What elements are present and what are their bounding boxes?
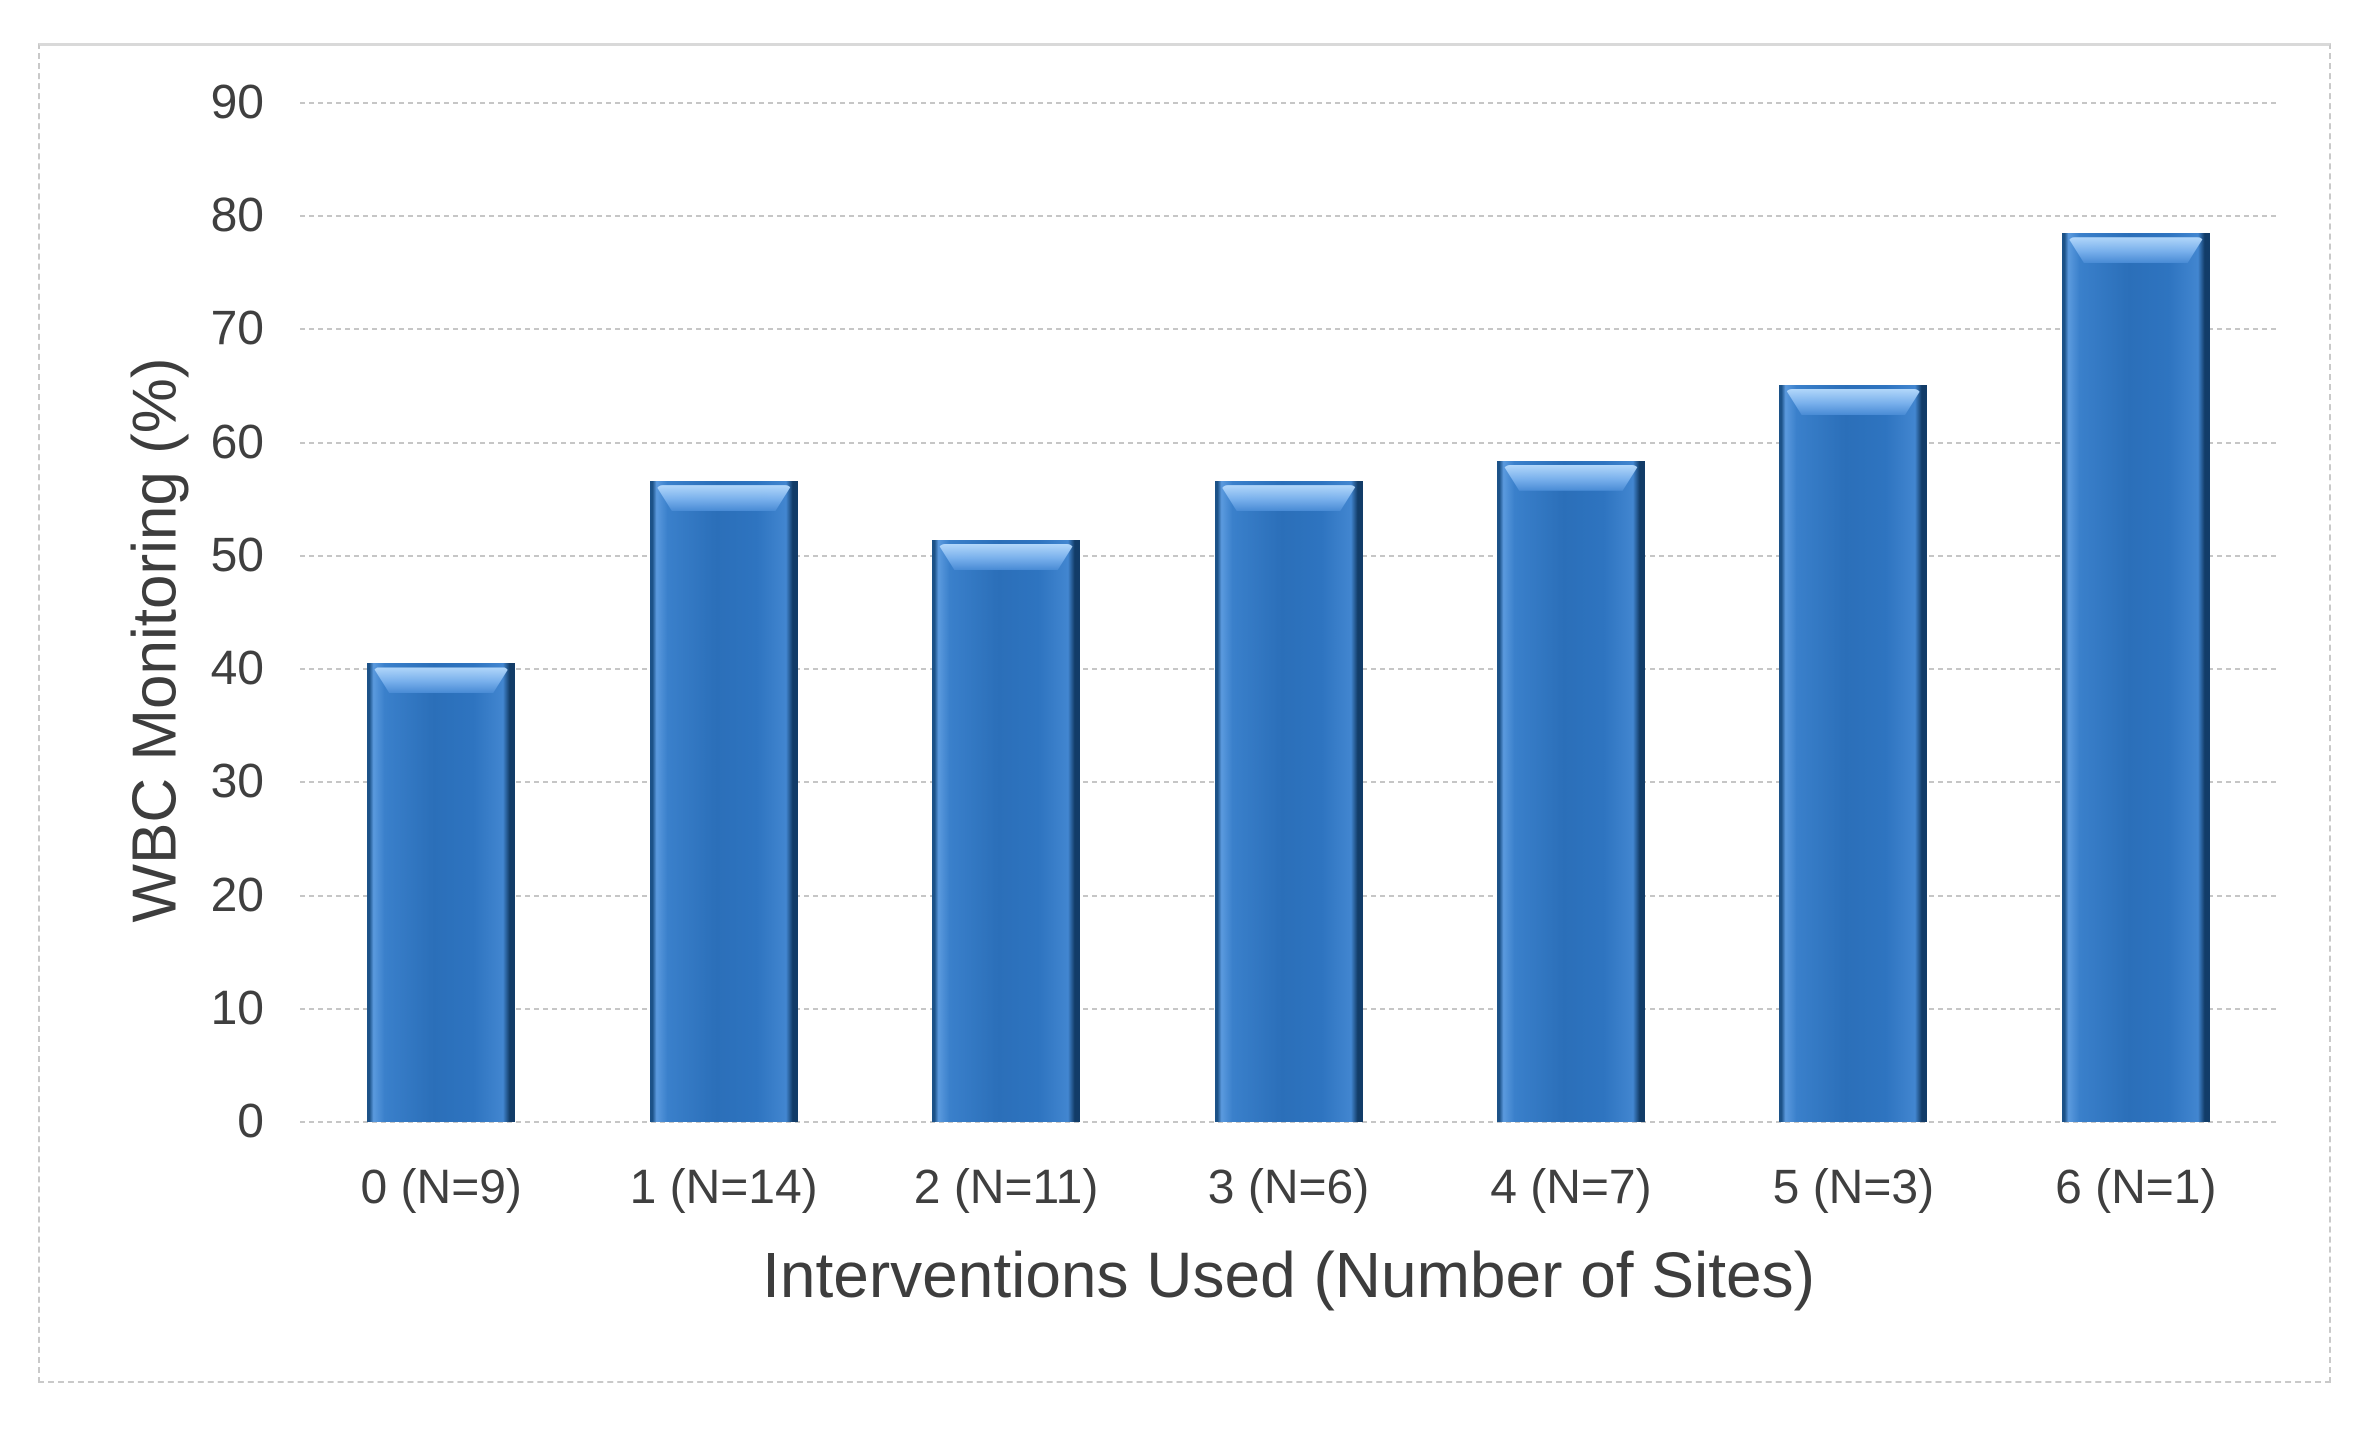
x-tick-label-1: 1 (N=14) <box>629 1161 818 1214</box>
bar-gloss-6 <box>2067 237 2204 264</box>
bar-gloss-2 <box>938 544 1075 571</box>
bar-gloss-3 <box>1220 485 1357 512</box>
y-tick-label-80: 80 <box>210 189 264 243</box>
bar-2 <box>932 540 1081 1122</box>
y-tick-label-70: 70 <box>210 302 264 356</box>
gridline-y70 <box>300 328 2277 331</box>
gridline-y90 <box>300 102 2277 104</box>
bar-gloss-1 <box>655 485 792 512</box>
bar-gloss-5 <box>1785 388 1922 415</box>
y-tick-label-30: 30 <box>210 755 264 809</box>
gridline-y80 <box>300 215 2277 218</box>
bar-0 <box>367 663 516 1122</box>
y-tick-label-90: 90 <box>210 76 264 129</box>
gridline-y60 <box>300 441 2277 444</box>
x-tick-label-0: 0 (N=9) <box>360 1161 522 1214</box>
x-tick-label-2: 2 (N=11) <box>913 1161 1099 1214</box>
x-tick-label-3: 3 (N=6) <box>1207 1161 1370 1214</box>
bar-3 <box>1214 481 1363 1122</box>
x-tick-label-5: 5 (N=3) <box>1772 1161 1935 1214</box>
x-axis-title: Interventions Used (Number of Sites) <box>762 1239 1815 1311</box>
y-tick-label-50: 50 <box>210 528 264 582</box>
bar-5 <box>1779 384 1928 1122</box>
bar-1 <box>649 481 798 1122</box>
x-tick-label-4: 4 (N=7) <box>1490 1161 1652 1214</box>
y-tick-label-0: 0 <box>237 1095 264 1148</box>
bar-gloss-0 <box>373 667 510 694</box>
gridline-y0 <box>300 1121 2277 1123</box>
y-tick-label-60: 60 <box>210 415 264 469</box>
y-axis-title: WBC Monitoring (%) <box>120 357 190 923</box>
y-tick-label-10: 10 <box>210 981 264 1035</box>
y-tick-label-40: 40 <box>210 642 264 696</box>
x-tick-label-6: 6 (N=1) <box>2055 1161 2217 1214</box>
bar-6 <box>2061 233 2210 1122</box>
bar-4 <box>1496 460 1645 1122</box>
bar-gloss-4 <box>1502 464 1639 491</box>
y-tick-label-20: 20 <box>210 868 264 922</box>
